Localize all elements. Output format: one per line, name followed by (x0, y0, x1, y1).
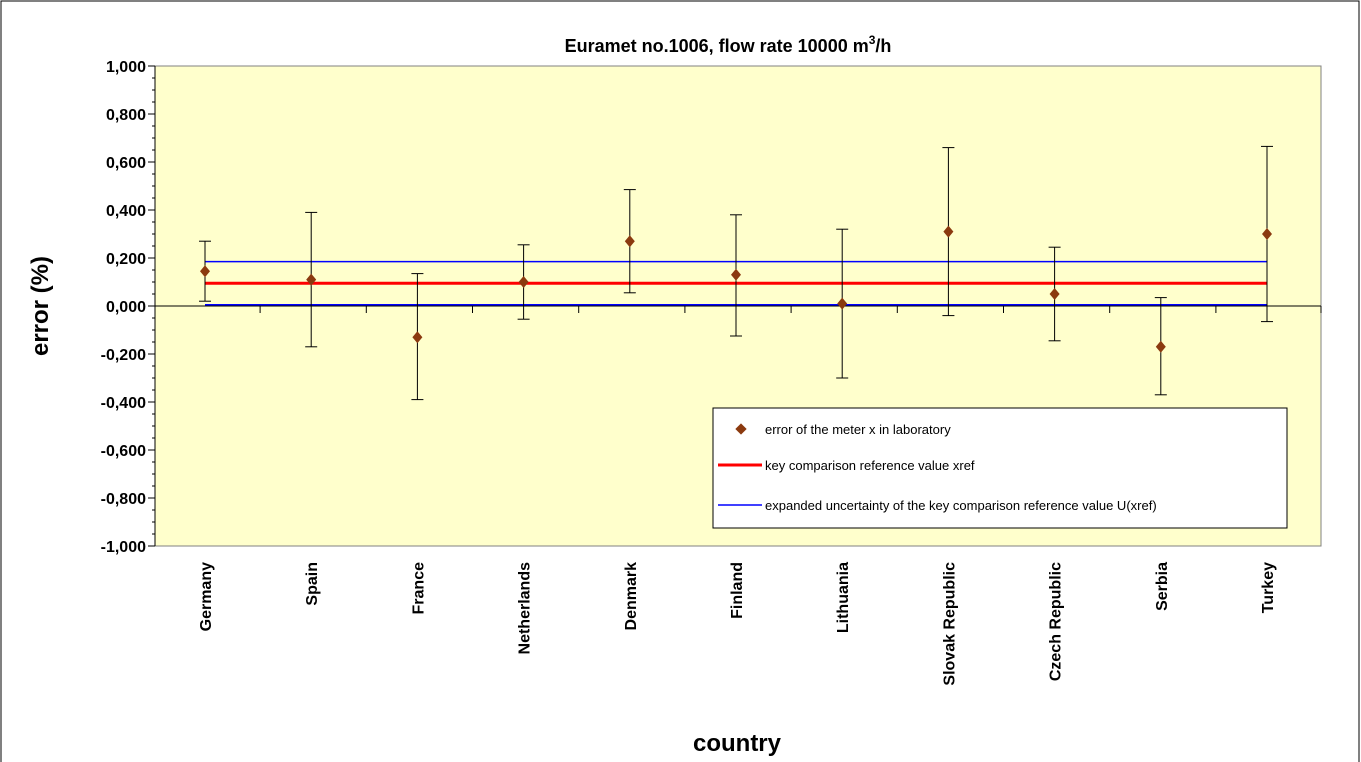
y-tick-label: -0,600 (101, 443, 146, 460)
data-point (943, 225, 954, 238)
data-point (1262, 228, 1272, 240)
y-tick-label: -1,000 (101, 539, 146, 556)
data-point (837, 297, 848, 310)
category-label: Germany (198, 562, 215, 631)
data-point (200, 265, 210, 278)
legend-item-error: error of the meter x in laboratory (735, 422, 951, 437)
data-point (412, 331, 423, 344)
data-point (518, 276, 529, 288)
chart-title: Euramet no.1006, flow rate 10000 m3/h (565, 33, 892, 56)
category-label: Netherlands (517, 562, 534, 655)
category-label: France (410, 562, 427, 615)
chart-title-suffix: /h (875, 36, 891, 56)
legend-label-uxref: expanded uncertainty of the key comparis… (765, 498, 1157, 513)
y-tick-label: 0,000 (106, 299, 146, 316)
legend-label-xref: key comparison reference value xref (765, 458, 975, 473)
legend-item-uxref: expanded uncertainty of the key comparis… (718, 498, 1157, 513)
y-axis-title: error (%) (27, 256, 54, 356)
y-tick-label: 0,600 (106, 155, 146, 172)
legend: error of the meter x in laboratory key c… (712, 407, 1288, 529)
y-tick-label: -0,800 (101, 491, 146, 508)
legend-box (712, 407, 1288, 529)
category-label: Denmark (623, 562, 640, 631)
category-label: Finland (729, 562, 746, 619)
y-tick-label: -0,200 (101, 347, 146, 364)
x-axis-title: country (693, 730, 782, 757)
legend-label-error: error of the meter x in laboratory (765, 422, 951, 437)
category-label: Czech Republic (1048, 562, 1065, 681)
category-label: Serbia (1154, 562, 1171, 611)
y-tick-label: 0,200 (106, 251, 146, 268)
data-point (1049, 288, 1060, 300)
y-tick-label: 1,000 (106, 59, 146, 76)
category-label: Slovak Republic (941, 562, 958, 686)
data-point (624, 235, 635, 248)
legend-marker-diamond (735, 423, 747, 435)
y-tick-label: 0,400 (106, 203, 146, 220)
y-tick-label: 0,800 (106, 107, 146, 124)
chart-title-superscript: 3 (869, 33, 876, 47)
category-label: Lithuania (835, 562, 852, 633)
data-point (306, 273, 317, 286)
legend-item-xref: key comparison reference value xref (718, 458, 975, 473)
axes-layer: 1,000 0,800 0,600 0,400 0,200 0,000 -0,200 -0,4… (101, 59, 1322, 686)
y-tick-label: -0,400 (101, 395, 146, 412)
data-point (1155, 340, 1166, 353)
data-points-layer (199, 145, 1273, 401)
category-label: Turkey (1260, 562, 1277, 613)
category-label: Spain (304, 562, 321, 606)
chart-title-main: Euramet no.1006, flow rate 10000 m (565, 36, 869, 56)
data-point (731, 268, 741, 281)
